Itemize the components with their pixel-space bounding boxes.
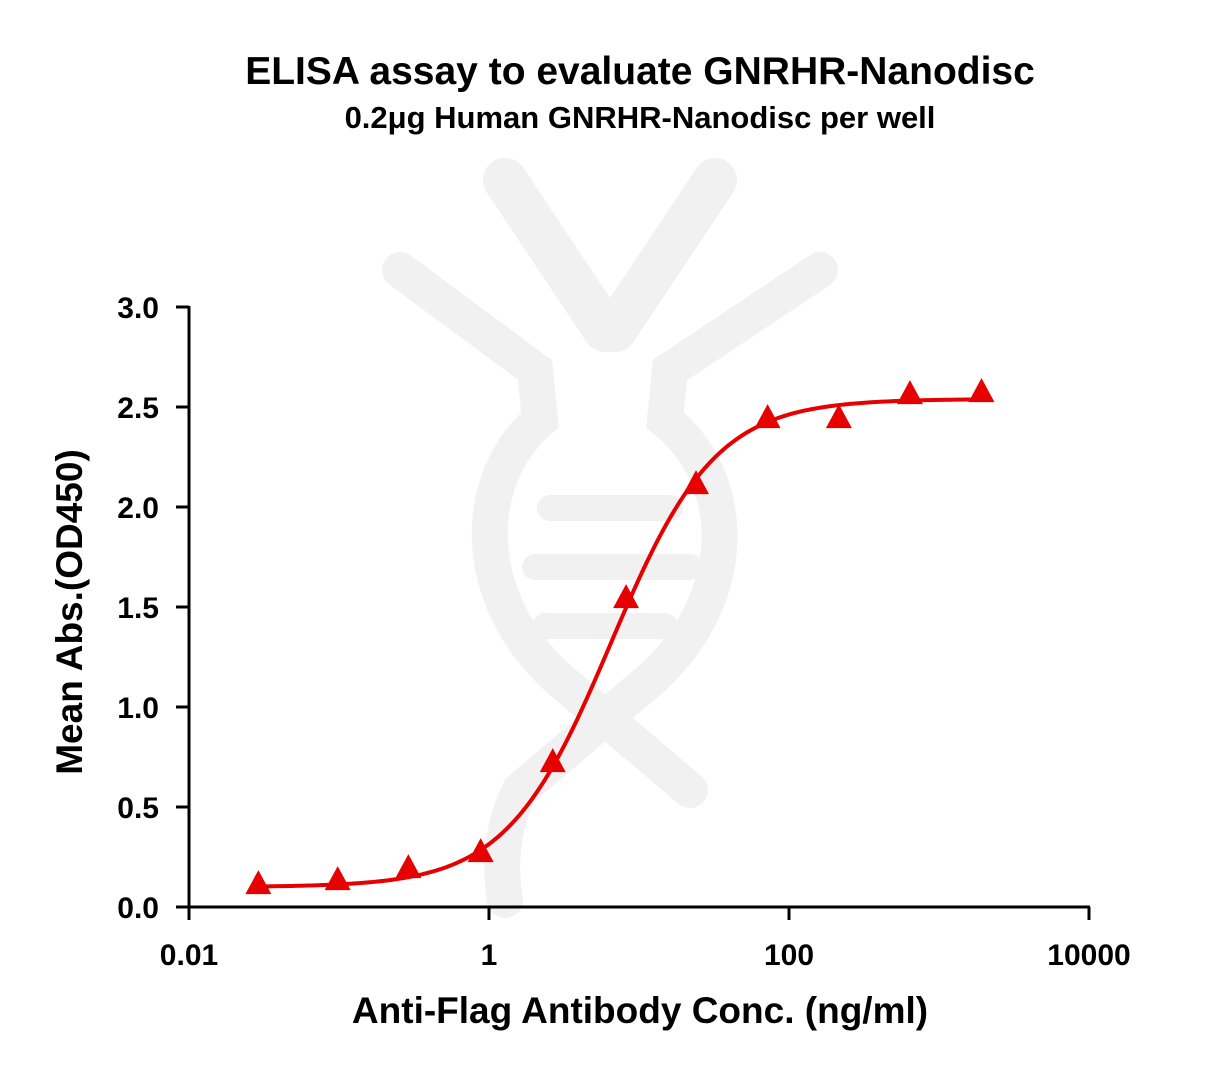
y-tick-label: 1.0 [117,692,159,725]
chart-title: ELISA assay to evaluate GNRHR-Nanodisc [245,50,1035,93]
y-tick-label: 0.5 [117,792,159,825]
data-point-triangle [245,870,272,895]
y-axis-label: Mean Abs.(OD450) [49,449,90,775]
y-tick-label: 2.0 [117,492,159,525]
data-point-triangle [754,404,781,429]
x-axis-label: Anti-Flag Antibody Conc. (ng/ml) [352,990,928,1031]
chart-subtitle: 0.2μg Human GNRHR-Nanodisc per well [345,100,936,135]
plot-area: 0.0 0.5 1.0 1.5 2.0 2.5 3.0 0.01 1 100 10000 [117,292,1130,972]
data-point-triangle [825,404,852,429]
x-tick-label: 0.01 [160,939,218,972]
x-tick-label: 1 [481,939,498,972]
x-tick-label: 10000 [1047,939,1130,972]
data-point-triangle [896,380,923,405]
fit-curve [258,397,982,889]
data-point-triangle [683,470,710,495]
data-points [245,378,995,895]
y-tick-label: 1.5 [117,592,159,625]
data-point-triangle [467,838,494,863]
x-tick-label: 100 [764,939,814,972]
y-tick-label: 2.5 [117,392,159,425]
data-point-triangle [395,854,422,879]
watermark-logo [382,158,838,918]
data-point-triangle [613,584,640,609]
y-tick-label: 3.0 [117,292,159,325]
data-point-triangle [968,378,995,403]
data-point-triangle [539,748,566,773]
data-point-triangle [324,866,351,891]
y-ticks: 0.0 0.5 1.0 1.5 2.0 2.5 3.0 [117,292,189,925]
y-tick-label: 0.0 [117,892,159,925]
x-ticks: 0.01 1 100 10000 [160,907,1131,972]
